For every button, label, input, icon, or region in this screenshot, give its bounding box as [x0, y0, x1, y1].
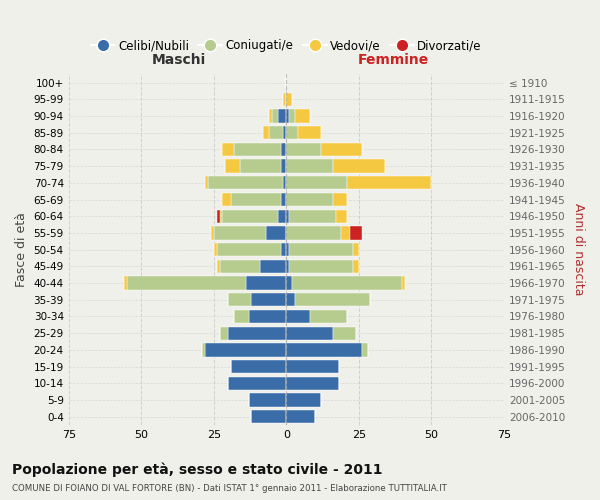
Bar	[223, 142, 234, 156]
Bar	[228, 376, 286, 390]
Bar	[292, 276, 403, 290]
Bar	[286, 109, 289, 122]
Bar	[240, 160, 281, 173]
Bar	[350, 226, 362, 239]
Bar	[353, 243, 359, 256]
Bar	[295, 109, 310, 122]
Text: COMUNE DI FOIANO DI VAL FORTORE (BN) - Dati ISTAT 1° gennaio 2011 - Elaborazione: COMUNE DI FOIANO DI VAL FORTORE (BN) - D…	[12, 484, 447, 493]
Bar	[208, 176, 283, 190]
Bar	[283, 92, 286, 106]
Bar	[263, 126, 269, 140]
Bar	[248, 394, 286, 407]
Bar	[283, 176, 286, 190]
Bar	[234, 142, 281, 156]
Bar	[289, 210, 335, 223]
Bar	[269, 126, 283, 140]
Bar	[286, 126, 298, 140]
Bar	[286, 176, 347, 190]
Text: Femmine: Femmine	[358, 54, 429, 68]
Bar	[286, 394, 321, 407]
Bar	[286, 326, 333, 340]
Bar	[211, 226, 214, 239]
Bar	[286, 276, 292, 290]
Bar	[289, 260, 353, 273]
Bar	[220, 326, 228, 340]
Bar	[333, 160, 385, 173]
Bar	[286, 210, 289, 223]
Bar	[124, 276, 127, 290]
Bar	[217, 243, 281, 256]
Bar	[220, 260, 260, 273]
Bar	[286, 293, 295, 306]
Bar	[248, 310, 286, 323]
Bar	[286, 360, 338, 374]
Text: Popolazione per età, sesso e stato civile - 2011: Popolazione per età, sesso e stato civil…	[12, 462, 383, 477]
Bar	[283, 126, 286, 140]
Bar	[223, 210, 278, 223]
Bar	[286, 92, 292, 106]
Legend: Celibi/Nubili, Coniugati/e, Vedovi/e, Divorzati/e: Celibi/Nubili, Coniugati/e, Vedovi/e, Di…	[86, 34, 487, 57]
Bar	[214, 226, 266, 239]
Bar	[234, 310, 248, 323]
Bar	[321, 142, 362, 156]
Bar	[223, 193, 231, 206]
Bar	[333, 326, 356, 340]
Bar	[362, 343, 368, 356]
Bar	[335, 210, 347, 223]
Y-axis label: Anni di nascita: Anni di nascita	[572, 204, 585, 296]
Bar	[286, 410, 316, 424]
Bar	[278, 109, 286, 122]
Bar	[286, 142, 321, 156]
Bar	[228, 326, 286, 340]
Bar	[220, 210, 223, 223]
Bar	[205, 343, 286, 356]
Bar	[260, 260, 286, 273]
Bar	[217, 260, 220, 273]
Bar	[286, 310, 310, 323]
Bar	[286, 160, 333, 173]
Bar	[226, 160, 240, 173]
Bar	[214, 243, 217, 256]
Bar	[251, 410, 286, 424]
Bar	[127, 276, 245, 290]
Bar	[245, 276, 286, 290]
Bar	[289, 109, 295, 122]
Bar	[281, 160, 286, 173]
Bar	[278, 210, 286, 223]
Bar	[341, 226, 350, 239]
Bar	[286, 260, 289, 273]
Bar	[286, 193, 333, 206]
Bar	[403, 276, 405, 290]
Bar	[295, 293, 370, 306]
Bar	[228, 293, 251, 306]
Bar	[202, 343, 205, 356]
Bar	[347, 176, 431, 190]
Bar	[286, 376, 338, 390]
Bar	[205, 176, 208, 190]
Bar	[269, 109, 272, 122]
Bar	[353, 260, 359, 273]
Bar	[286, 343, 362, 356]
Bar	[298, 126, 321, 140]
Text: Maschi: Maschi	[152, 54, 206, 68]
Bar	[217, 210, 220, 223]
Bar	[281, 142, 286, 156]
Bar	[333, 193, 347, 206]
Bar	[272, 109, 278, 122]
Bar	[286, 243, 289, 256]
Bar	[281, 193, 286, 206]
Bar	[231, 193, 281, 206]
Y-axis label: Fasce di età: Fasce di età	[15, 212, 28, 287]
Bar	[266, 226, 286, 239]
Bar	[289, 243, 353, 256]
Bar	[231, 360, 286, 374]
Bar	[310, 310, 347, 323]
Bar	[281, 243, 286, 256]
Bar	[251, 293, 286, 306]
Bar	[286, 226, 341, 239]
